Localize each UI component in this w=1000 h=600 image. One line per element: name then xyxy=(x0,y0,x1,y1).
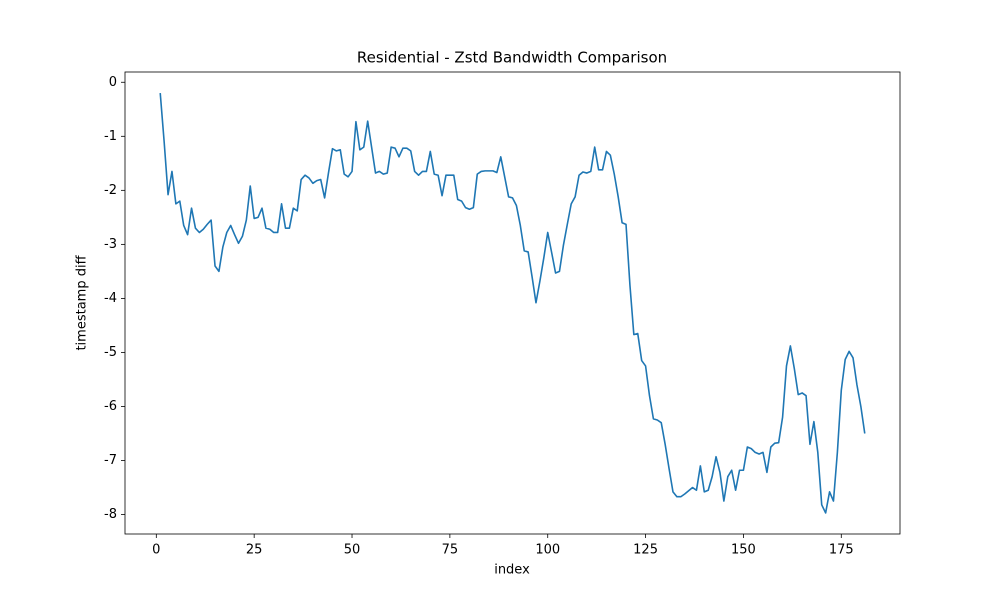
y-axis-label: timestamp diff xyxy=(75,254,90,350)
x-tick-label: 50 xyxy=(344,543,361,558)
y-tick-label: -4 xyxy=(104,291,117,306)
y-tick-label: -8 xyxy=(104,507,117,522)
plot-frame xyxy=(124,71,901,535)
x-tick-label: 175 xyxy=(829,543,854,558)
x-axis-label: index xyxy=(494,563,530,578)
x-tick-label: 75 xyxy=(442,543,459,558)
chart-title: Residential - Zstd Bandwidth Comparison xyxy=(357,49,667,67)
y-tick-label: -6 xyxy=(104,399,117,414)
y-tick-label: -5 xyxy=(104,345,117,360)
data-line xyxy=(159,93,866,514)
y-tick-label: -1 xyxy=(104,129,117,144)
x-tick-label: 0 xyxy=(152,543,160,558)
y-tick-label: -3 xyxy=(104,237,117,252)
x-tick-label: 100 xyxy=(535,543,560,558)
x-tick-label: 25 xyxy=(246,543,263,558)
y-tick-label: -2 xyxy=(104,183,117,198)
y-tick-label: 0 xyxy=(109,75,117,90)
x-tick-label: 150 xyxy=(731,543,756,558)
x-tick-label: 125 xyxy=(633,543,658,558)
y-tick-label: -7 xyxy=(104,453,117,468)
